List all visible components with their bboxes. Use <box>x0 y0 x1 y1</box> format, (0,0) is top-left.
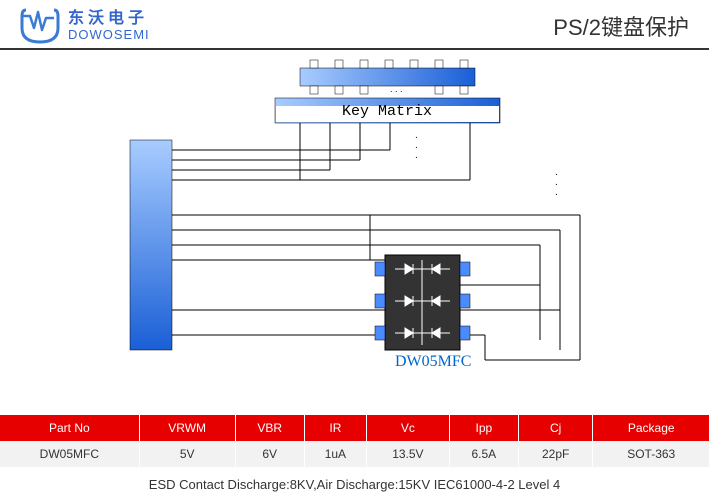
svg-text:.: . <box>415 150 418 161</box>
col-ir: IR <box>304 415 366 441</box>
header: 东沃电子 DOWOSEMI PS/2键盘保护 <box>0 0 709 50</box>
col-ipp: Ipp <box>449 415 518 441</box>
spec-table: Part No VRWM VBR IR Vc Ipp Cj Package DW… <box>0 415 709 467</box>
col-partno: Part No <box>0 415 139 441</box>
company-name-en: DOWOSEMI <box>68 28 150 42</box>
circuit-diagram: . . . . . . . . . <box>0 50 709 415</box>
cell-vrwm: 5V <box>139 441 235 467</box>
logo-icon <box>20 8 60 44</box>
chip-label: DW05MFC <box>395 353 471 371</box>
col-vc: Vc <box>367 415 450 441</box>
svg-text:.: . <box>555 187 558 198</box>
col-cj: Cj <box>518 415 593 441</box>
cell-ipp: 6.5A <box>449 441 518 467</box>
table-header-row: Part No VRWM VBR IR Vc Ipp Cj Package <box>0 415 709 441</box>
cell-ir: 1uA <box>304 441 366 467</box>
col-vbr: VBR <box>235 415 304 441</box>
col-package: Package <box>593 415 709 441</box>
page-title: PS/2键盘保护 <box>553 10 689 42</box>
logo-area: 东沃电子 DOWOSEMI <box>20 8 150 44</box>
company-name-cn: 东沃电子 <box>68 10 150 28</box>
cell-vbr: 6V <box>235 441 304 467</box>
company-text: 东沃电子 DOWOSEMI <box>68 10 150 42</box>
table-row: DW05MFC 5V 6V 1uA 13.5V 6.5A 22pF SOT-36… <box>0 441 709 467</box>
key-matrix-label: Key Matrix <box>342 103 432 120</box>
cell-cj: 22pF <box>518 441 593 467</box>
svg-text:. . .: . . . <box>390 84 403 94</box>
cell-vc: 13.5V <box>367 441 450 467</box>
footer-text: ESD Contact Discharge:8KV,Air Discharge:… <box>0 467 709 502</box>
cell-package: SOT-363 <box>593 441 709 467</box>
col-vrwm: VRWM <box>139 415 235 441</box>
cell-partno: DW05MFC <box>0 441 139 467</box>
